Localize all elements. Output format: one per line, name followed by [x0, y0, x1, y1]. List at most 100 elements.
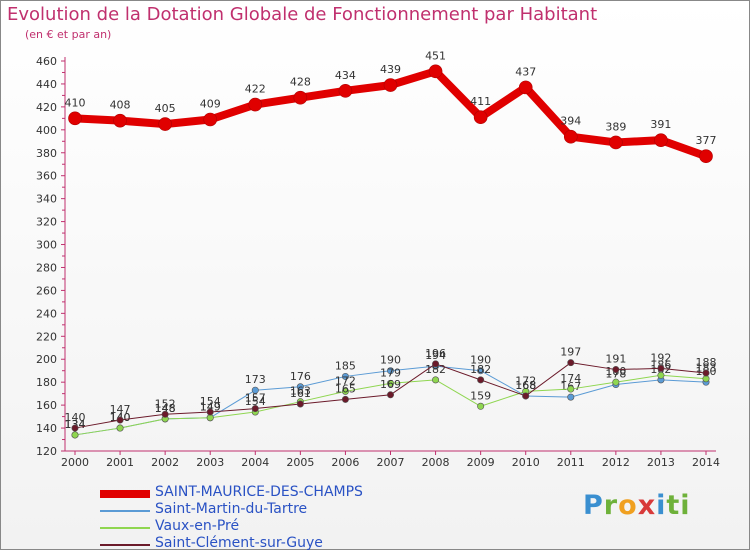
data-label: 409: [200, 98, 221, 111]
y-tick-label: 380: [36, 147, 57, 160]
data-label: 152: [155, 397, 176, 410]
data-label: 197: [560, 346, 581, 359]
y-tick-label: 160: [36, 399, 57, 412]
data-point: [248, 97, 263, 112]
data-label: 174: [560, 372, 581, 385]
data-label: 148: [155, 402, 176, 415]
data-point: [657, 364, 665, 372]
x-tick-label: 2010: [512, 456, 540, 469]
data-label: 149: [200, 401, 221, 414]
data-point: [113, 113, 127, 128]
y-tick-label: 280: [36, 261, 57, 274]
y-tick-label: 420: [36, 101, 57, 114]
legend-swatch: [100, 544, 150, 546]
data-label: 178: [605, 367, 626, 380]
data-point: [203, 112, 218, 127]
data-point: [699, 149, 713, 164]
x-tick-label: 2001: [106, 456, 134, 469]
data-label: 173: [245, 373, 266, 386]
x-tick-label: 2005: [286, 456, 314, 469]
x-tick-label: 2007: [377, 456, 405, 469]
data-label: 161: [290, 387, 311, 400]
data-point: [386, 367, 394, 375]
data-label: 389: [605, 120, 626, 133]
data-point: [657, 371, 665, 379]
legend-label: Saint-Clément-sur-Guye: [155, 535, 323, 551]
data-point: [116, 424, 124, 432]
data-label: 428: [290, 76, 311, 89]
data-point: [477, 367, 485, 375]
data-point: [477, 402, 485, 410]
data-label: 149: [200, 401, 221, 414]
data-point: [206, 408, 214, 416]
data-point: [341, 395, 349, 403]
x-tick-label: 2013: [647, 456, 675, 469]
data-label: 176: [290, 370, 311, 383]
data-point: [296, 400, 304, 408]
x-tick-label: 2012: [602, 456, 630, 469]
data-point: [428, 64, 443, 79]
data-point: [383, 78, 398, 92]
legend-label: Saint-Martin-du-Tartre: [155, 501, 308, 517]
data-point: [71, 424, 79, 432]
data-label: 134: [65, 418, 86, 431]
logo-letter: ti: [666, 490, 691, 521]
y-tick-label: 240: [36, 307, 57, 320]
data-point: [518, 80, 533, 95]
data-label: 147: [110, 403, 131, 416]
data-point: [609, 135, 623, 150]
data-label: 134: [65, 418, 86, 431]
data-label: 168: [515, 379, 536, 392]
data-point: [251, 405, 259, 413]
data-label: 377: [696, 134, 717, 147]
data-label: 168: [515, 379, 536, 392]
logo-letter: P: [583, 490, 604, 521]
data-point: [338, 84, 353, 98]
chart-subtitle: (en € et par an): [25, 28, 112, 41]
data-label: 391: [650, 118, 671, 131]
data-point: [563, 129, 578, 144]
data-point: [432, 360, 440, 368]
data-label: 196: [425, 347, 446, 360]
data-label: 190: [380, 354, 401, 367]
y-tick-label: 120: [36, 445, 57, 458]
logo-letter: r: [603, 490, 619, 521]
data-label: 439: [380, 63, 401, 76]
data-label: 410: [65, 96, 86, 109]
x-tick-label: 2000: [61, 456, 89, 469]
logo-letter: i: [656, 490, 667, 521]
x-tick-label: 2003: [196, 456, 224, 469]
data-point: [477, 376, 485, 384]
data-point: [567, 393, 575, 401]
data-label: 394: [560, 115, 581, 128]
x-tick-label: 2004: [241, 456, 269, 469]
data-point: [161, 410, 169, 418]
data-point: [341, 387, 349, 395]
y-tick-label: 360: [36, 170, 57, 183]
data-label: 191: [605, 353, 626, 366]
data-point: [296, 383, 304, 391]
legend-swatch: [100, 510, 150, 512]
y-tick-label: 220: [36, 330, 57, 343]
y-tick-label: 320: [36, 216, 57, 229]
data-point: [612, 378, 620, 386]
data-label: 434: [335, 69, 356, 82]
data-label: 194: [425, 349, 446, 362]
data-point: [567, 385, 575, 393]
data-point: [386, 379, 394, 387]
data-point: [116, 416, 124, 424]
legend-swatch: [100, 490, 150, 498]
data-point: [68, 111, 82, 126]
data-point: [612, 366, 620, 374]
data-point: [432, 376, 440, 384]
data-label: 172: [335, 374, 356, 387]
data-label: 422: [245, 83, 266, 96]
data-label: 451: [425, 49, 446, 62]
data-point: [702, 369, 710, 377]
data-point: [341, 372, 349, 380]
proxiti-logo: Proxiti: [583, 490, 691, 521]
data-point: [386, 391, 394, 399]
data-point: [654, 133, 668, 147]
x-tick-label: 2011: [557, 456, 585, 469]
x-tick-label: 2008: [422, 456, 450, 469]
